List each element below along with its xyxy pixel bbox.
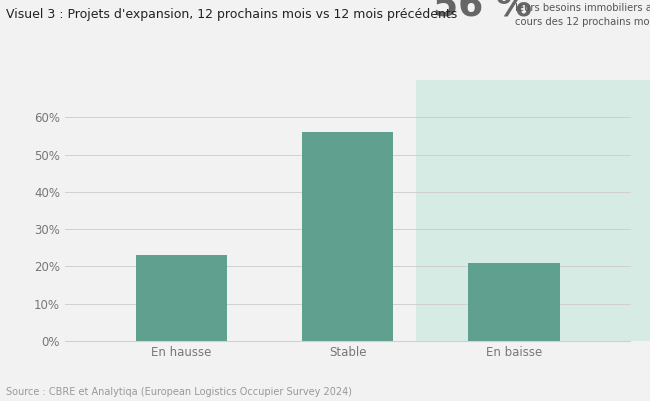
Bar: [136, 255, 227, 341]
Bar: [469, 263, 560, 341]
Bar: [415, 80, 650, 341]
Text: 56 %: 56 %: [433, 0, 532, 23]
Text: prévoient une stabilisation de
leurs besoins immobiliers au
cours des 12 prochai: prévoient une stabilisation de leurs bes…: [515, 0, 650, 28]
Bar: [302, 132, 393, 341]
Text: Visuel 3 : Projets d'expansion, 12 prochains mois vs 12 mois précédents: Visuel 3 : Projets d'expansion, 12 proch…: [6, 8, 458, 21]
Text: Source : CBRE et Analytiqa (European Logistics Occupier Survey 2024): Source : CBRE et Analytiqa (European Log…: [6, 387, 352, 397]
